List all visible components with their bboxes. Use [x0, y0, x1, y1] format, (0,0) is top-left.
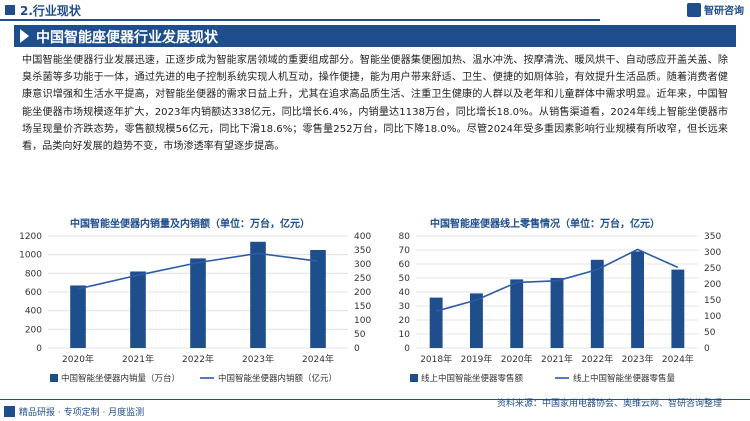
- right-axis-tick-label: 200: [704, 280, 721, 290]
- series-line: [77, 252, 319, 290]
- right-axis-tick-label: 0: [704, 344, 710, 354]
- x-axis-tick-label: 2021年: [541, 353, 573, 365]
- logo-text: 智研咨询: [704, 6, 744, 17]
- x-axis-tick-label: 2024年: [662, 353, 694, 365]
- left-axis-tick-label: 200: [25, 325, 42, 335]
- x-axis-tick-label: 2018年: [420, 353, 452, 365]
- section-title: 2.行业现状: [20, 4, 81, 18]
- x-axis-tick-label: 2019年: [460, 353, 492, 365]
- x-axis-tick-label: 2024年: [302, 353, 334, 365]
- bar: [590, 259, 604, 348]
- legend-swatch-bar: [410, 374, 418, 382]
- x-axis-tick-label: 2023年: [242, 353, 274, 365]
- left-axis-tick-label: 800: [25, 269, 42, 279]
- left-axis-tick-label: 60: [399, 260, 411, 270]
- right-axis-tick-label: 50: [354, 330, 366, 340]
- right-axis-tick-label: 100: [354, 316, 371, 326]
- left-axis-tick-label: 40: [399, 288, 411, 298]
- legend-label-bar: 中国智能坐便器内销量（万台）: [61, 373, 180, 384]
- page-header: 2.行业现状 智研咨询: [0, 0, 750, 21]
- x-axis-tick-label: 2020年: [62, 353, 94, 365]
- x-axis-tick-label: 2020年: [501, 353, 533, 365]
- right-axis-tick-label: 0: [354, 344, 360, 354]
- x-axis-tick-label: 2023年: [622, 353, 654, 365]
- x-axis-tick-label: 2022年: [182, 353, 214, 365]
- left-axis-tick-label: 600: [25, 288, 42, 298]
- footer-tagline-text: 精品研报 · 专项定制 · 月度监测: [19, 408, 145, 418]
- left-axis-tick-label: 20: [399, 316, 411, 326]
- left-axis-tick-label: 10: [399, 330, 411, 340]
- body-paragraph: 中国智能坐便器行业发展迅速，正逐步成为智能家居领域的重要组成部分。智能坐便器集便…: [22, 55, 728, 153]
- logo-mark-icon: [687, 2, 701, 17]
- play-triangle-icon: [20, 29, 29, 43]
- right-axis-tick-label: 400: [354, 232, 371, 242]
- bar: [550, 278, 564, 348]
- bar: [310, 250, 326, 348]
- right-chart-title: 中国智能座便器线上零售情况（单位：万台，亿元）: [430, 219, 660, 230]
- left-axis-tick-label: 0: [404, 344, 410, 354]
- right-axis-tick-label: 200: [354, 288, 371, 298]
- left-axis-tick-label: 1200: [19, 232, 42, 242]
- right-axis-tick-label: 50: [704, 328, 716, 338]
- bar: [70, 285, 86, 348]
- legend-label-line: 中国智能坐便器内销额（亿元）: [218, 373, 337, 384]
- right-axis-tick-label: 250: [704, 264, 721, 274]
- section-square-icon: [5, 5, 15, 15]
- x-axis-tick-label: 2022年: [581, 353, 613, 365]
- brand-logo: 智研咨询: [687, 2, 744, 17]
- footer-tagline: 精品研报 · 专项定制 · 月度监测: [4, 405, 144, 418]
- right-axis-tick-label: 300: [704, 248, 721, 258]
- x-axis-tick-label: 2021年: [122, 353, 154, 365]
- right-axis-tick-label: 150: [354, 302, 371, 312]
- bar: [250, 241, 266, 348]
- right-axis-tick-label: 100: [704, 312, 721, 322]
- bar: [130, 271, 146, 348]
- legend-label-bar: 线上中国智能坐便器零售额: [421, 373, 524, 384]
- left-chart-title: 中国智能坐便器内销量及内销额（单位：万台，亿元）: [70, 219, 310, 230]
- footer-divider: [0, 399, 750, 400]
- bar: [510, 279, 524, 348]
- banner-title: 中国智能座便器行业发展现状: [36, 30, 218, 46]
- left-axis-tick-label: 0: [36, 344, 42, 354]
- left-axis-tick-label: 30: [399, 302, 411, 312]
- left-axis-tick-label: 80: [399, 232, 411, 242]
- right-axis-tick-label: 150: [704, 296, 721, 306]
- bar: [429, 297, 443, 348]
- bar: [190, 258, 206, 348]
- left-axis-tick-label: 1000: [19, 251, 42, 261]
- header-divider: [0, 19, 600, 21]
- series-line: [435, 248, 679, 312]
- left-chart: 0 200 400 600 800 1000 1200 0 50 100 150 200 250 300 3…: [19, 232, 371, 384]
- left-axis-tick-label: 50: [399, 274, 411, 284]
- right-axis-tick-label: 300: [354, 260, 371, 270]
- source-note: 资料来源：中国家用电器协会、奥维云网、智研咨询整理: [496, 399, 722, 409]
- right-axis-tick-label: 250: [354, 274, 371, 284]
- legend-swatch-bar: [50, 374, 58, 382]
- bar: [671, 269, 685, 348]
- right-axis-tick-label: 350: [704, 232, 721, 242]
- title-banner: 中国智能座便器行业发展现状: [14, 25, 736, 47]
- bar: [631, 251, 645, 348]
- right-axis-tick-label: 350: [354, 246, 371, 256]
- report-icon: [4, 406, 15, 417]
- bar: [469, 293, 483, 348]
- legend-label-line: 线上中国智能坐便器零售量: [573, 373, 676, 384]
- left-axis-tick-label: 70: [399, 246, 411, 256]
- right-chart: 0 10 20 30 40 50 60 70 80 0 50 100 150 200 250 300 350 20…: [399, 232, 722, 384]
- left-axis-tick-label: 400: [25, 307, 42, 317]
